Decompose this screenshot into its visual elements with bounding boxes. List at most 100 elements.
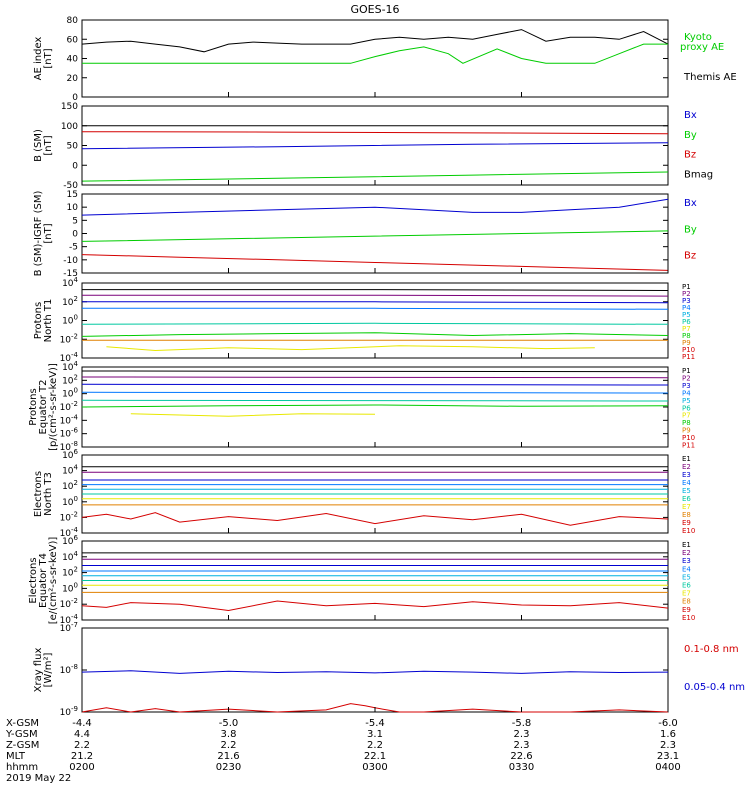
legend-item: 0.1-0.8 nm <box>684 644 739 655</box>
legend-item: P5 <box>682 397 691 405</box>
footer-value: 3.1 <box>367 729 383 740</box>
footer-value: 21.6 <box>217 751 239 762</box>
series-0-05-0-4-nm <box>81 670 669 674</box>
footer-row-label: X-GSM <box>6 718 39 729</box>
legend-item: P3 <box>682 297 691 305</box>
series-e9 <box>81 600 669 612</box>
legend-item: P2 <box>682 374 691 382</box>
series-e9 <box>81 512 669 526</box>
y-tick-label: 10-8 <box>60 663 78 676</box>
panel-bsm: 150 100 50 0 -50 B (SM) [nT] Bx By Bz Bmag <box>33 102 713 191</box>
y-axis-label: B (SM) <box>33 129 44 162</box>
legend-item: P3 <box>682 382 691 390</box>
y-tick-label: 50 <box>67 142 79 152</box>
y-tick-label: 104 <box>62 550 78 563</box>
footer-value: 0230 <box>216 762 241 773</box>
legend-item: E3 <box>682 471 691 479</box>
series-by <box>81 230 669 242</box>
y-axis-label: Electrons <box>28 557 39 603</box>
y-tick-label: 100 <box>61 122 78 132</box>
y-tick-label: 5 <box>72 216 78 226</box>
y-tick-label: 10-4 <box>60 351 79 364</box>
series-bx <box>81 142 669 150</box>
footer-value: 2.2 <box>367 740 383 751</box>
y-tick-label: -10 <box>63 256 78 266</box>
y-tick-label: 100 <box>62 314 78 327</box>
y-tick-label: 104 <box>62 464 78 477</box>
footer-value: 2.3 <box>514 740 530 751</box>
legend-item: P10 <box>682 434 695 442</box>
legend-item: E7 <box>682 503 691 511</box>
series-p2 <box>82 294 669 297</box>
legend-item: Bx <box>684 110 697 121</box>
panel-frame <box>81 19 669 98</box>
legend-item: E8 <box>682 511 691 519</box>
legend-item: E5 <box>682 487 691 495</box>
y-tick-label: 0 <box>72 93 78 103</box>
legend: 0.1-0.8 nm 0.05-0.4 nm <box>684 644 745 693</box>
legend-item: Kyoto <box>684 32 712 43</box>
legend-item: Bz <box>684 150 696 161</box>
y-tick-label: 40 <box>67 55 79 65</box>
series-themis-ae <box>81 29 669 53</box>
series-p8 <box>81 404 669 408</box>
series-p3 <box>82 301 669 304</box>
y-tick-label: -50 <box>63 181 78 191</box>
y-axis-label: [e/(cm²-s-sr-keV)] <box>48 537 59 625</box>
y-axis-label: North T1 <box>43 299 54 343</box>
y-axis-label: Protons <box>28 388 39 425</box>
legend-item: P1 <box>682 367 691 375</box>
legend-item: E2 <box>682 463 691 471</box>
legend-item: E5 <box>682 573 691 581</box>
legend-item: E4 <box>682 565 691 573</box>
y-axis-label: North T3 <box>43 472 54 516</box>
legend-item: P5 <box>682 311 691 319</box>
series-p4 <box>81 391 669 394</box>
legend-item: P7 <box>682 412 691 420</box>
y-axis-label: Equator T2 <box>38 380 49 435</box>
legend-item: E10 <box>682 614 695 622</box>
y-tick-label: 100 <box>62 495 78 508</box>
legend-item: Bmag <box>684 169 713 180</box>
footer-row-label: 2019 May 22 <box>6 773 71 784</box>
y-axis-label: [nT] <box>43 135 54 155</box>
y-tick-label: 10-4 <box>60 413 79 426</box>
y-axis-label: [nT] <box>43 223 54 243</box>
footer-value: -4.4 <box>72 718 92 729</box>
series-bz <box>81 131 669 135</box>
footer-value: 22.1 <box>364 751 386 762</box>
footer-value: 3.8 <box>221 729 237 740</box>
y-tick-label: 10-6 <box>60 427 79 440</box>
y-tick-label: 106 <box>62 534 78 547</box>
legend-item: P6 <box>682 318 691 326</box>
panel-electrons_e: 106 104 102 100 10-2 10-4 Electrons Equator T4[… <box>28 534 695 626</box>
panel-frame <box>81 627 669 713</box>
legend-item: E3 <box>682 557 691 565</box>
y-tick-label: 106 <box>62 448 78 461</box>
legend-item: Themis AE <box>683 72 737 83</box>
legend: Bx By Bz Bmag <box>684 110 713 180</box>
series-p1 <box>82 289 669 291</box>
legend-item: P11 <box>682 442 695 450</box>
footer-value: 2.2 <box>221 740 237 751</box>
legend-item: E1 <box>682 541 691 549</box>
y-tick-label: 10-9 <box>60 705 78 718</box>
series-p7 <box>106 345 595 352</box>
y-tick-label: 102 <box>62 479 78 492</box>
legend-item: E9 <box>682 519 691 527</box>
y-axis-label: [p/(cm²-s-sr-keV)] <box>48 363 59 451</box>
y-tick-label: 10-8 <box>60 440 78 453</box>
y-tick-label: 0 <box>72 161 78 171</box>
footer-value: 22.6 <box>510 751 532 762</box>
legend-item: 0.05-0.4 nm <box>684 682 745 693</box>
y-tick-label: 0 <box>72 230 78 240</box>
legend-item: P4 <box>682 389 691 397</box>
y-tick-label: 102 <box>62 566 78 579</box>
